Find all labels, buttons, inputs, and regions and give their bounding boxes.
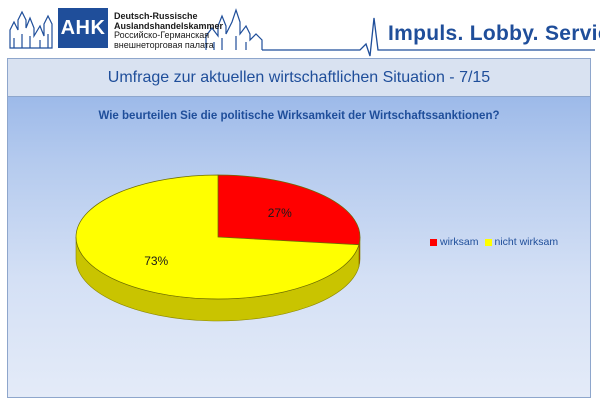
header-decor: [9, 8, 595, 57]
chart-title: Wie beurteilen Sie die politische Wirksa…: [98, 110, 500, 122]
legend-label: nicht wirksam: [494, 236, 559, 248]
legend-label: wirksam: [440, 236, 479, 248]
org-name-line: Deutsch-Russische: [114, 11, 198, 21]
legend-swatch: [430, 238, 437, 246]
cathedral-skyline-icon: [205, 8, 263, 50]
org-name-line: Auslandshandelskammer: [114, 20, 224, 31]
pie-slice: [217, 174, 361, 246]
org-name-line: внешнеторговая палата: [114, 39, 214, 50]
chart-legend: wirksam nicht wirksam: [430, 236, 564, 248]
pulse-line-icon: [262, 17, 595, 57]
data-label: 27%: [268, 206, 292, 220]
pie-slice: [75, 174, 360, 300]
legend-item: wirksam: [430, 236, 479, 248]
legend-item: nicht wirksam: [484, 236, 559, 248]
legend-swatch: [484, 238, 492, 246]
slide-title: Umfrage zur aktuellen wirtschaftlichen S…: [8, 59, 590, 97]
org-name-line: Российско-Германская: [114, 30, 210, 40]
organization-name: Deutsch-Russische Auslandshandelskammer …: [114, 11, 224, 50]
header: AHK Deutsch-Russische Auslandshandelskam…: [0, 0, 600, 58]
kremlin-skyline-icon: [9, 10, 53, 49]
slide: Umfrage zur aktuellen wirtschaftlichen S…: [7, 58, 591, 398]
pie-chart: 27% 73%: [75, 174, 361, 322]
slogan: Impuls. Lobby. Service.: [388, 22, 600, 45]
ahk-logo[interactable]: AHK: [58, 8, 108, 48]
data-label: 73%: [144, 254, 168, 268]
